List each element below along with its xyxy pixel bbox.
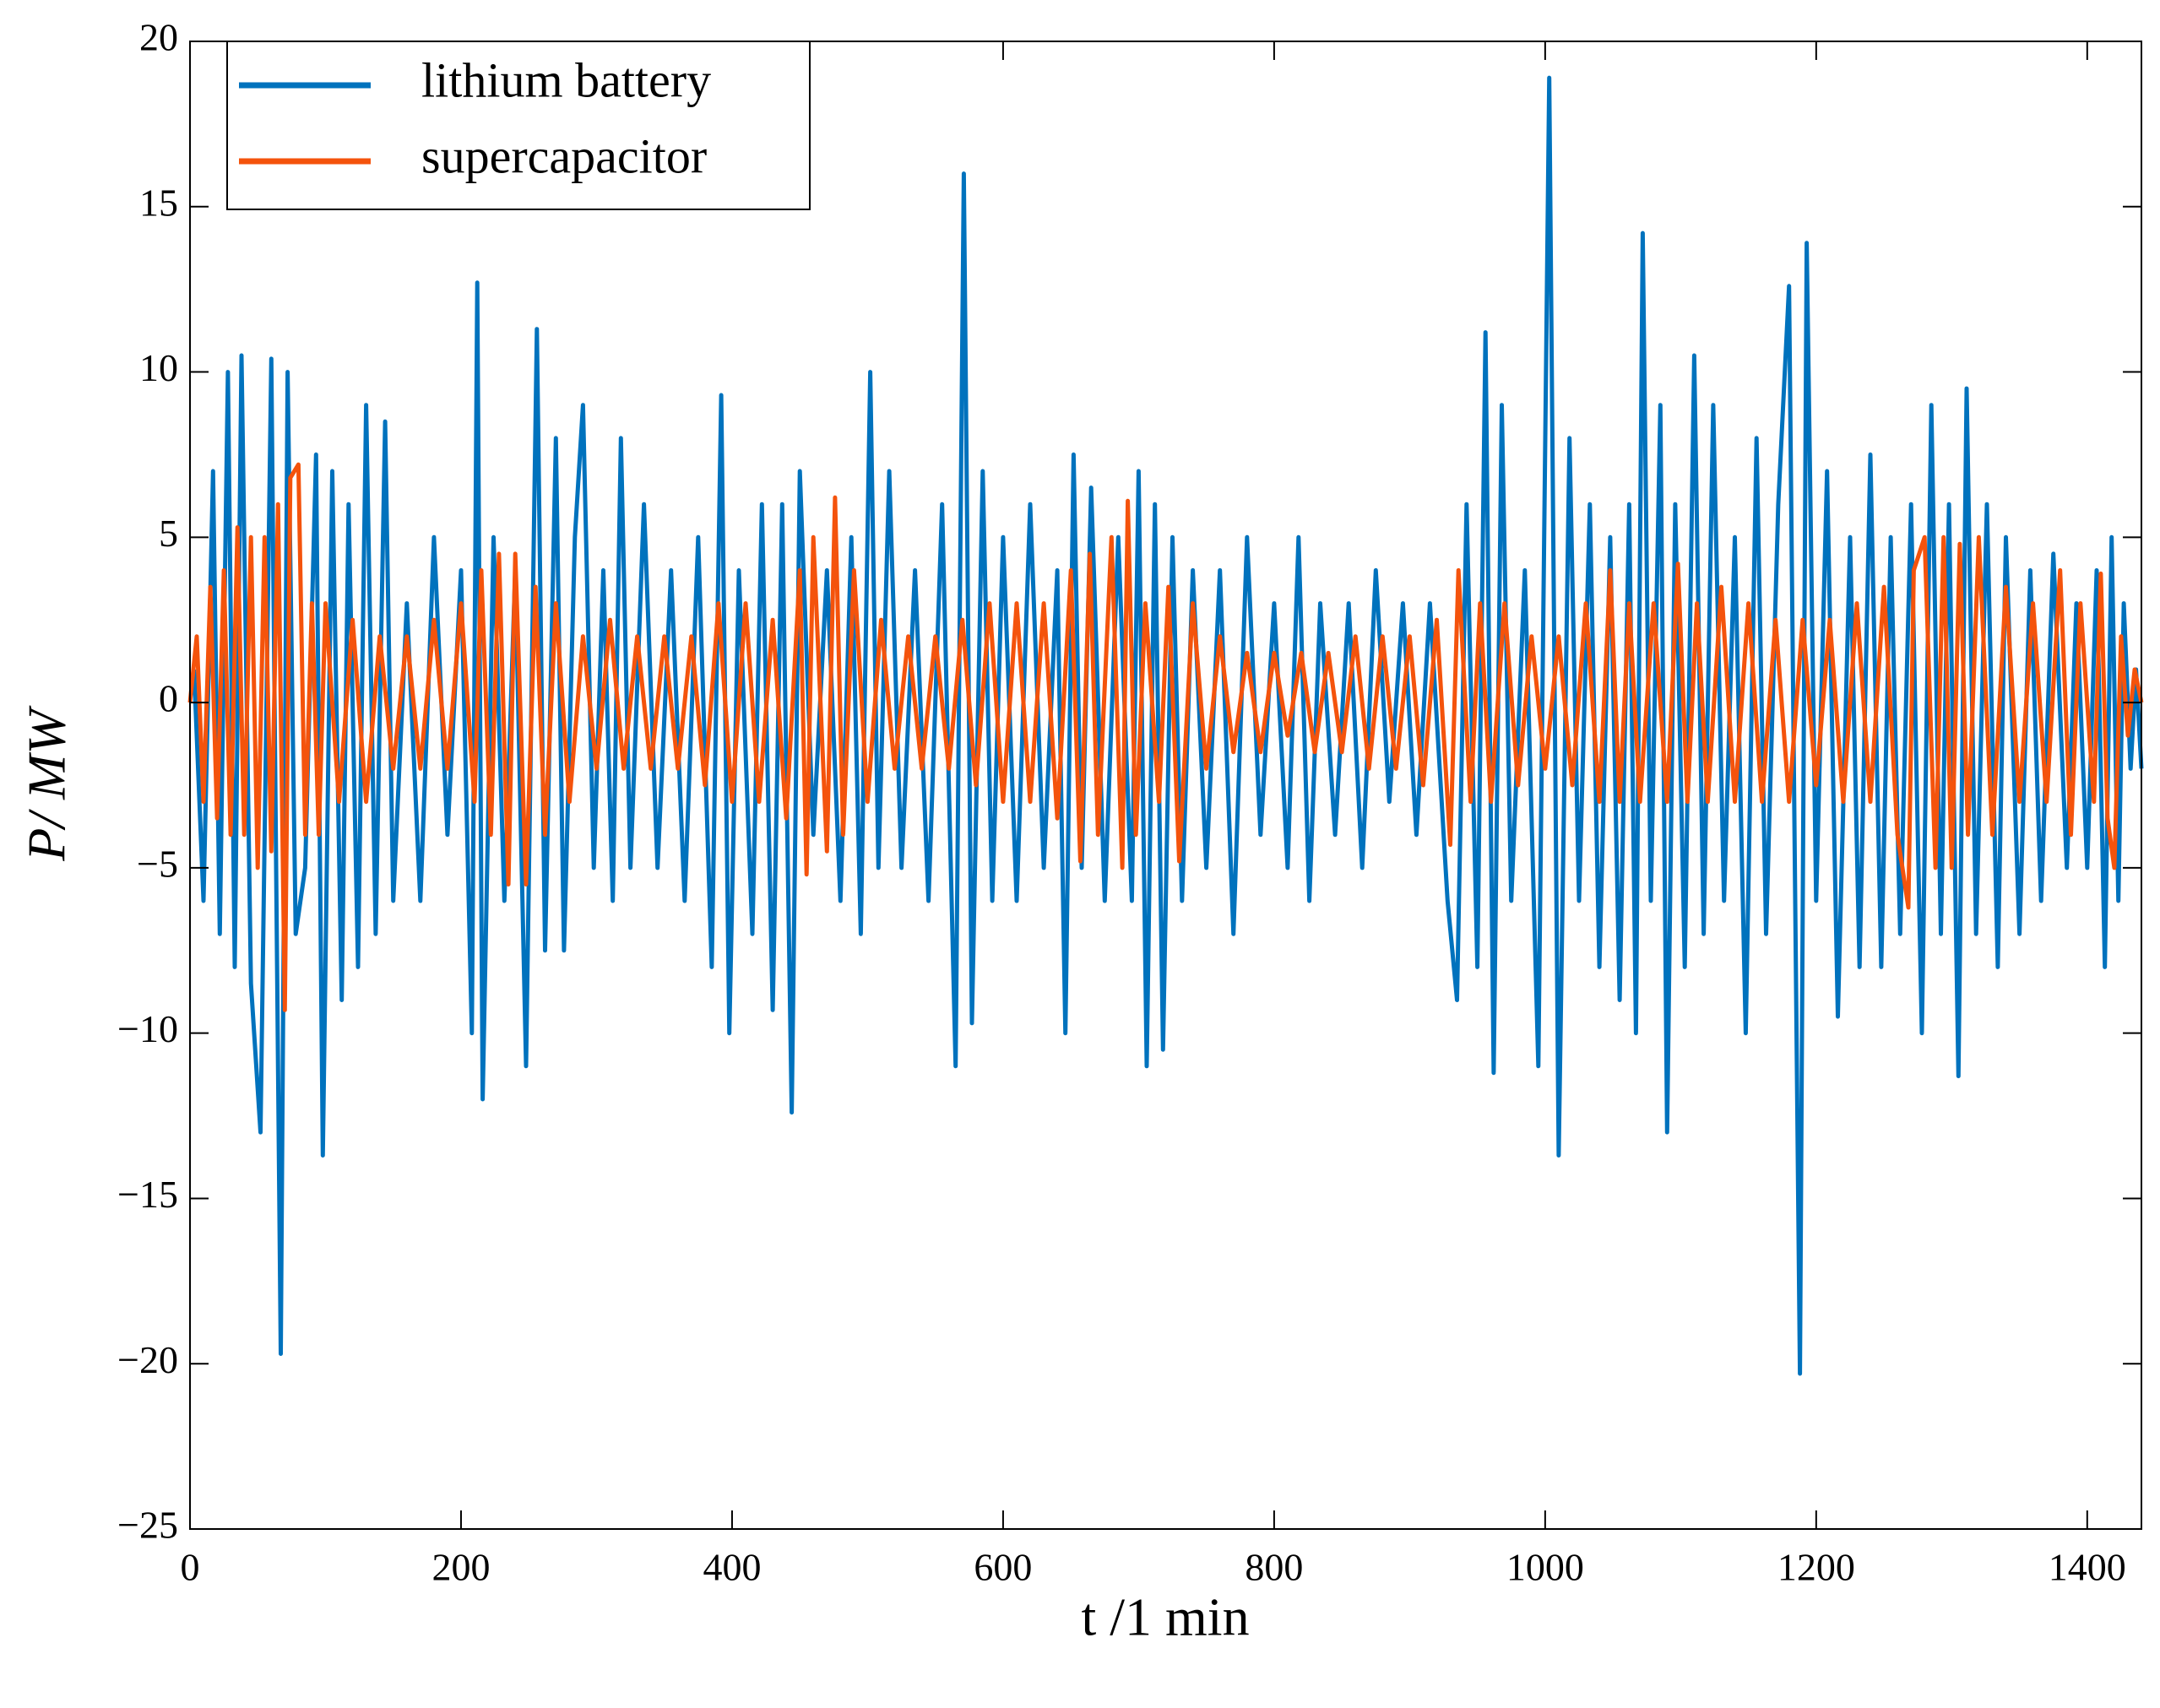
x-tick-label: 600: [974, 1546, 1032, 1589]
data-line: [187, 462, 2144, 1012]
x-tick-label: 1200: [1777, 1546, 1855, 1589]
x-tick-label: 400: [703, 1546, 761, 1589]
y-tick-label: −15: [117, 1173, 178, 1216]
y-tick-label: 15: [139, 181, 178, 224]
y-tick-label: −5: [137, 842, 178, 885]
x-tick-label: 200: [431, 1546, 490, 1589]
plot-frame: [189, 41, 2142, 1530]
legend-label: supercapacitor: [421, 128, 707, 183]
y-tick-label: −20: [117, 1338, 178, 1381]
y-tick-label: 5: [159, 512, 178, 555]
x-axis-label: t /1 min: [1081, 1587, 1249, 1647]
y-axis-label: P/ MW: [17, 705, 77, 862]
legend-label: lithium battery: [421, 52, 711, 107]
y-tick-label: 20: [139, 16, 178, 59]
y-tick-label: −25: [117, 1504, 178, 1547]
legend: lithium battery supercapacitor: [226, 41, 811, 210]
legend-box: [226, 41, 811, 210]
x-tick-label: 1000: [1506, 1546, 1584, 1589]
y-tick-label: −10: [117, 1007, 178, 1050]
y-tick-label: 0: [159, 677, 178, 720]
y-tick-label: 10: [139, 346, 178, 389]
data-line: [192, 75, 2144, 1376]
x-tick-label: 0: [181, 1546, 200, 1589]
x-tick-label: 1400: [2049, 1546, 2126, 1589]
x-tick-label: 800: [1245, 1546, 1303, 1589]
